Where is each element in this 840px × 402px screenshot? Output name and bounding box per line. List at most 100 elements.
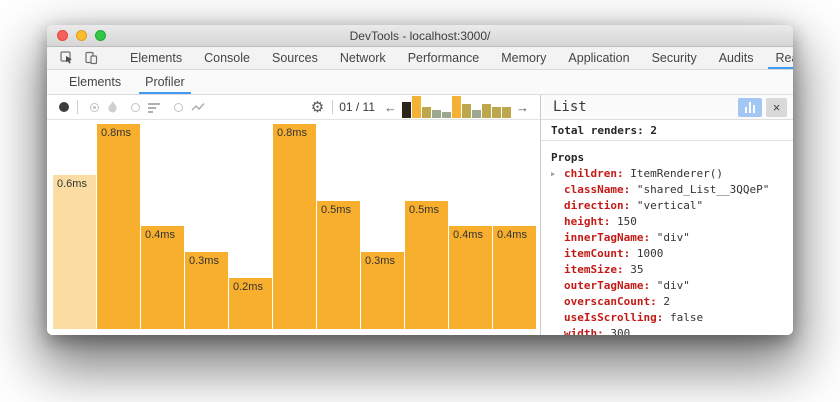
window-title: DevTools - localhost:3000/ [350,29,491,43]
devtools-tab-bar: ElementsConsoleSourcesNetworkPerformance… [47,47,793,70]
prop-key: useIsScrolling: [564,310,670,326]
mini-snapshot-bar[interactable] [462,104,471,118]
snapshot-navigation: ⚙ 01 / 11 ← → [307,96,532,118]
close-window-button[interactable] [57,30,68,41]
prop-key: children: [564,166,630,182]
mini-snapshot-bar[interactable] [402,102,411,118]
prop-row-children[interactable]: ▶children: ItemRenderer() [551,166,793,182]
prop-row-height: height: 150 [551,214,793,230]
tab-console[interactable]: Console [193,47,261,69]
subtab-profiler[interactable]: Profiler [133,70,197,94]
tab-elements[interactable]: Elements [119,47,193,69]
ranked-chart-icon [143,102,166,113]
prev-snapshot-arrow-icon[interactable]: ← [381,101,400,114]
devtools-window: DevTools - localhost:3000/ ElementsConso… [47,25,793,335]
render-duration-chart: 0.6ms0.8ms0.4ms0.3ms0.2ms0.8ms0.5ms0.3ms… [47,120,540,335]
snapshot-bar[interactable]: 0.8ms [97,124,140,329]
prop-key: outerTagName: [564,278,657,294]
zoom-window-button[interactable] [95,30,106,41]
mini-snapshot-bar[interactable] [482,104,491,118]
bar-duration-label: 0.2ms [233,281,263,293]
prop-key: direction: [564,198,637,214]
inspect-element-icon[interactable] [55,47,79,69]
snapshot-bar[interactable]: 0.4ms [493,226,536,329]
profiler-pane: ⚙ 01 / 11 ← → 0.6ms0.8ms0.4ms0.3ms0.2ms0… [47,95,540,335]
mini-snapshot-bar[interactable] [492,107,501,118]
prop-key: overscanCount: [564,294,663,310]
bar-duration-label: 0.8ms [277,127,307,139]
prop-row-itemSize: itemSize: 35 [551,262,793,278]
snapshot-mini-chart[interactable] [402,96,511,118]
tab-application[interactable]: Application [557,47,640,69]
prop-key: innerTagName: [564,230,657,246]
prop-value: ItemRenderer() [630,166,723,182]
expand-triangle-icon[interactable]: ▶ [551,166,564,182]
next-snapshot-arrow-icon[interactable]: → [513,101,532,114]
interactions-radio[interactable] [174,103,183,112]
subtab-elements[interactable]: Elements [57,70,133,94]
interactions-icon [186,102,210,113]
bar-duration-label: 0.4ms [497,229,527,241]
mini-snapshot-bar[interactable] [432,110,441,118]
prop-key: className: [564,182,637,198]
tab-performance[interactable]: Performance [397,47,491,69]
prop-key: itemCount: [564,246,637,262]
prop-key: height: [564,214,617,230]
prop-value: false [670,310,703,326]
snapshot-bar[interactable]: 0.6ms [53,175,96,329]
tab-network[interactable]: Network [329,47,397,69]
device-toolbar-icon[interactable] [79,47,103,69]
props-list: ▶children: ItemRenderer()className: "sha… [551,166,793,335]
prop-row-direction: direction: "vertical" [551,198,793,214]
component-name: List [553,99,738,115]
close-details-button[interactable]: × [766,98,787,117]
prop-row-itemCount: itemCount: 1000 [551,246,793,262]
total-renders-row: Total renders: 2 [541,120,793,141]
bar-duration-label: 0.5ms [321,204,351,216]
bar-duration-label: 0.3ms [189,255,219,267]
prop-value: 1000 [637,246,664,262]
prop-row-width: width: 300 [551,326,793,335]
snapshot-bar[interactable]: 0.8ms [273,124,316,329]
mini-snapshot-bar[interactable] [452,96,461,118]
prop-value: 150 [617,214,637,230]
ranked-radio[interactable] [131,103,140,112]
tab-security[interactable]: Security [641,47,708,69]
snapshot-bar[interactable]: 0.5ms [405,201,448,329]
prop-key: width: [564,326,610,335]
bar-duration-label: 0.6ms [57,178,87,190]
snapshot-bar[interactable]: 0.3ms [361,252,404,329]
tab-sources[interactable]: Sources [261,47,329,69]
mini-snapshot-bar[interactable] [422,107,431,118]
devtools-tabs: ElementsConsoleSourcesNetworkPerformance… [119,47,793,69]
record-button[interactable] [59,102,69,112]
divider [332,100,333,114]
mini-snapshot-bar[interactable] [472,110,481,118]
profiler-content: ⚙ 01 / 11 ← → 0.6ms0.8ms0.4ms0.3ms0.2ms0… [47,95,793,335]
snapshot-bar[interactable]: 0.2ms [229,278,272,329]
details-header: List × [541,95,793,120]
chart-bars: 0.6ms0.8ms0.4ms0.3ms0.2ms0.8ms0.5ms0.3ms… [53,124,536,329]
bar-duration-label: 0.4ms [453,229,483,241]
tab-memory[interactable]: Memory [490,47,557,69]
snapshot-bar[interactable]: 0.4ms [141,226,184,329]
settings-gear-icon[interactable]: ⚙ [307,100,328,115]
snapshot-bar[interactable]: 0.4ms [449,226,492,329]
flame-icon [102,101,123,114]
mini-snapshot-bar[interactable] [442,112,451,118]
prop-row-outerTagName: outerTagName: "div" [551,278,793,294]
mini-snapshot-bar[interactable] [502,107,511,118]
mini-snapshot-bar[interactable] [412,96,421,118]
props-section-title: Props [551,149,793,166]
total-renders-value: 2 [650,124,657,137]
minimize-window-button[interactable] [76,30,87,41]
prop-key: itemSize: [564,262,630,278]
flamegraph-radio[interactable] [90,103,99,112]
prop-value: 35 [630,262,643,278]
prop-value: "vertical" [637,198,703,214]
tab-react[interactable]: React [764,47,793,69]
snapshot-bar[interactable]: 0.5ms [317,201,360,329]
tab-audits[interactable]: Audits [708,47,765,69]
view-renders-chart-button[interactable] [738,98,762,117]
snapshot-bar[interactable]: 0.3ms [185,252,228,329]
